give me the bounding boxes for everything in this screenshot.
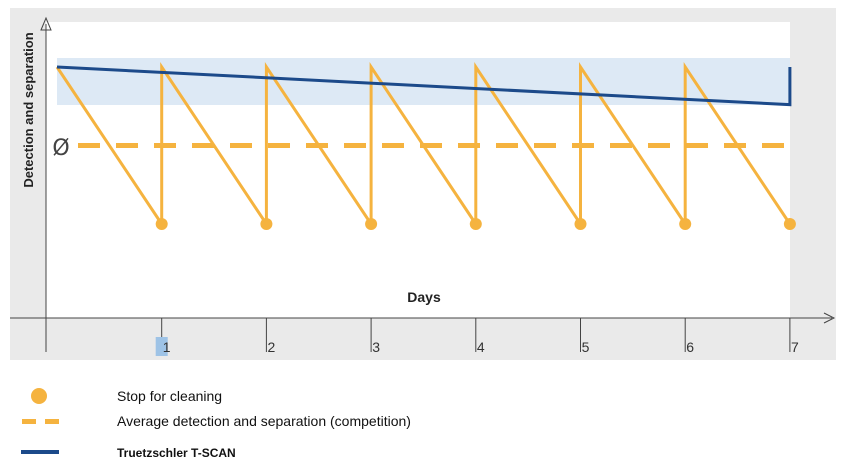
x-tick-label: 1 bbox=[163, 339, 171, 355]
competition-line bbox=[55, 62, 792, 229]
x-tick-label: 5 bbox=[582, 339, 590, 355]
legend-item-average: Average detection and separation (compet… bbox=[0, 409, 844, 433]
x-axis-label: Days bbox=[407, 289, 441, 305]
circle-icon bbox=[31, 388, 47, 404]
cleaning-stop-point bbox=[469, 218, 482, 230]
average-symbol: Ø bbox=[52, 136, 69, 161]
cleaning-stop-point bbox=[155, 218, 168, 230]
legend-label-cleaning: Stop for cleaning bbox=[117, 388, 223, 404]
x-tick-label: 4 bbox=[477, 339, 485, 355]
chart-area: 1 2 3 4 5 6 7 Days Detection and separation Ø bbox=[10, 8, 836, 360]
cleaning-stop-point bbox=[574, 218, 587, 230]
tick-highlight bbox=[155, 337, 168, 356]
legend-item-tscan: Truetzschler T-SCAN bbox=[0, 440, 844, 464]
legend-label-tscan: Truetzschler T-SCAN bbox=[117, 446, 236, 460]
dash-icon bbox=[22, 419, 36, 424]
x-axis-arrow bbox=[823, 312, 836, 324]
x-tick-label: 6 bbox=[686, 339, 694, 355]
legend-item-cleaning: Stop for cleaning bbox=[0, 384, 844, 408]
y-axis-label: Detection and separation bbox=[21, 32, 36, 187]
legend: Stop for cleaning Average detection and … bbox=[0, 372, 844, 468]
cleaning-stop-point bbox=[783, 218, 796, 230]
cleaning-stop-point bbox=[260, 218, 273, 230]
y-axis-arrow bbox=[40, 16, 52, 31]
dash-icon bbox=[45, 419, 59, 424]
line-icon bbox=[21, 450, 59, 454]
x-tick-label: 3 bbox=[372, 339, 380, 355]
cleaning-stop-point bbox=[679, 218, 692, 230]
x-tick-label: 7 bbox=[791, 339, 799, 355]
x-tick-label: 2 bbox=[268, 339, 276, 355]
tscan-line bbox=[56, 65, 792, 107]
legend-label-average: Average detection and separation (compet… bbox=[117, 413, 411, 429]
cleaning-stop-point bbox=[365, 218, 378, 230]
